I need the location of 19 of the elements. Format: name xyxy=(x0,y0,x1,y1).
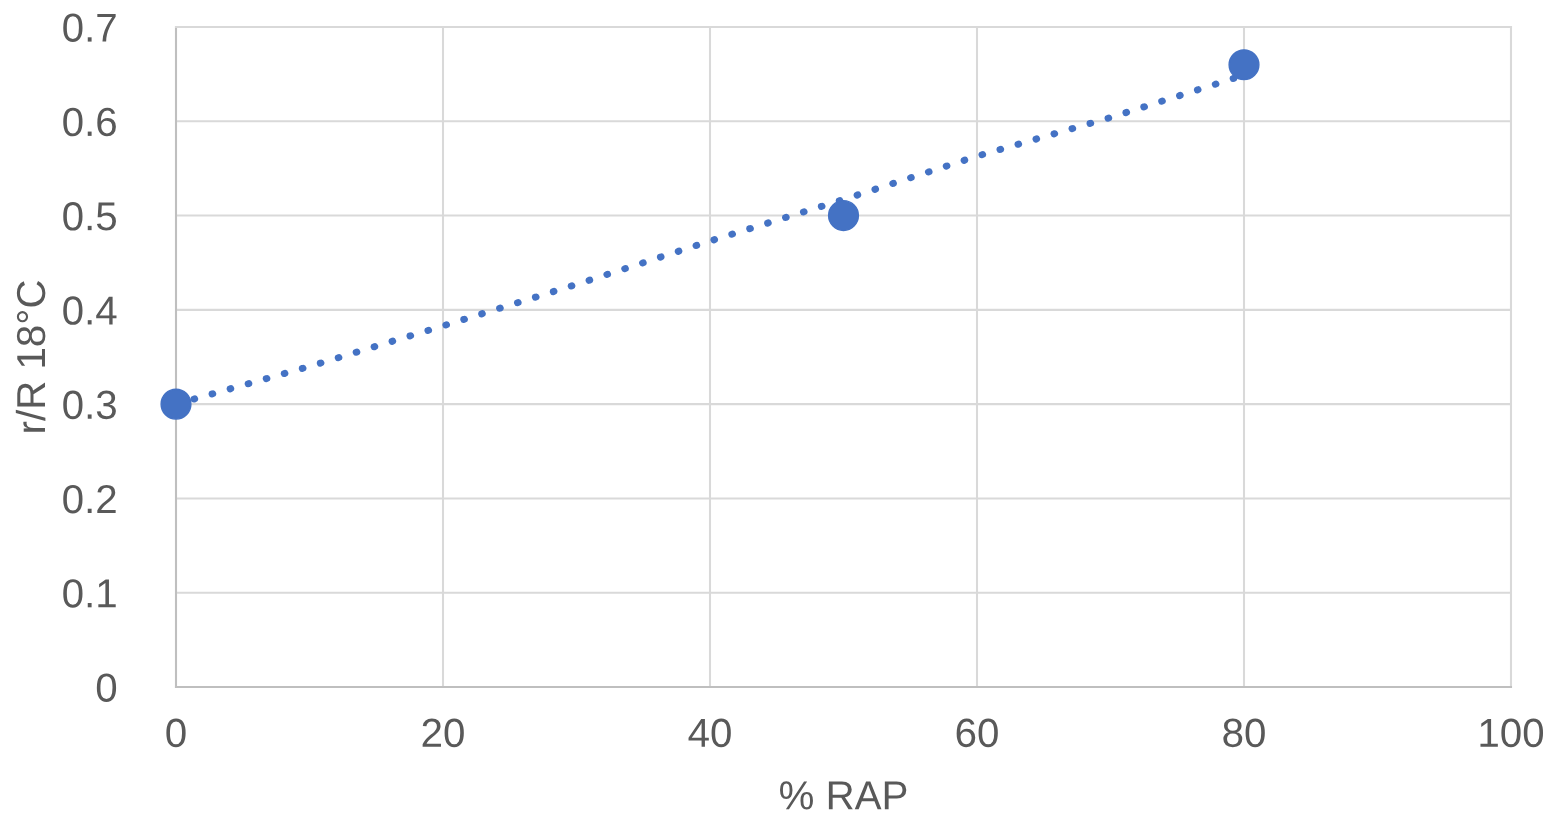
y-tick-label: 0.6 xyxy=(63,107,116,137)
x-tick-label: 60 xyxy=(956,718,998,748)
point xyxy=(827,199,860,232)
point xyxy=(160,388,192,420)
x-tick-label: 100 xyxy=(1480,718,1544,748)
point xyxy=(1228,49,1260,81)
y-tick-label: 0.5 xyxy=(63,202,116,231)
x-tick-label: 80 xyxy=(1223,718,1265,748)
y-tick-label: 0.7 xyxy=(63,13,116,42)
y-tick-label: 0.1 xyxy=(63,579,116,608)
y-axis-title: r/R 18°C xyxy=(15,281,46,432)
y-tick-label: 0.4 xyxy=(63,296,117,325)
y-tick-label: 0.2 xyxy=(63,484,116,514)
x-tick-label: 0 xyxy=(166,718,186,748)
x-axis-title: % RAP xyxy=(780,781,907,810)
y-tick-label: 0.3 xyxy=(63,390,116,420)
x-tick-label: 20 xyxy=(422,718,464,748)
x-tick-label: 40 xyxy=(688,718,731,748)
y-tick-label: 0 xyxy=(96,673,117,702)
